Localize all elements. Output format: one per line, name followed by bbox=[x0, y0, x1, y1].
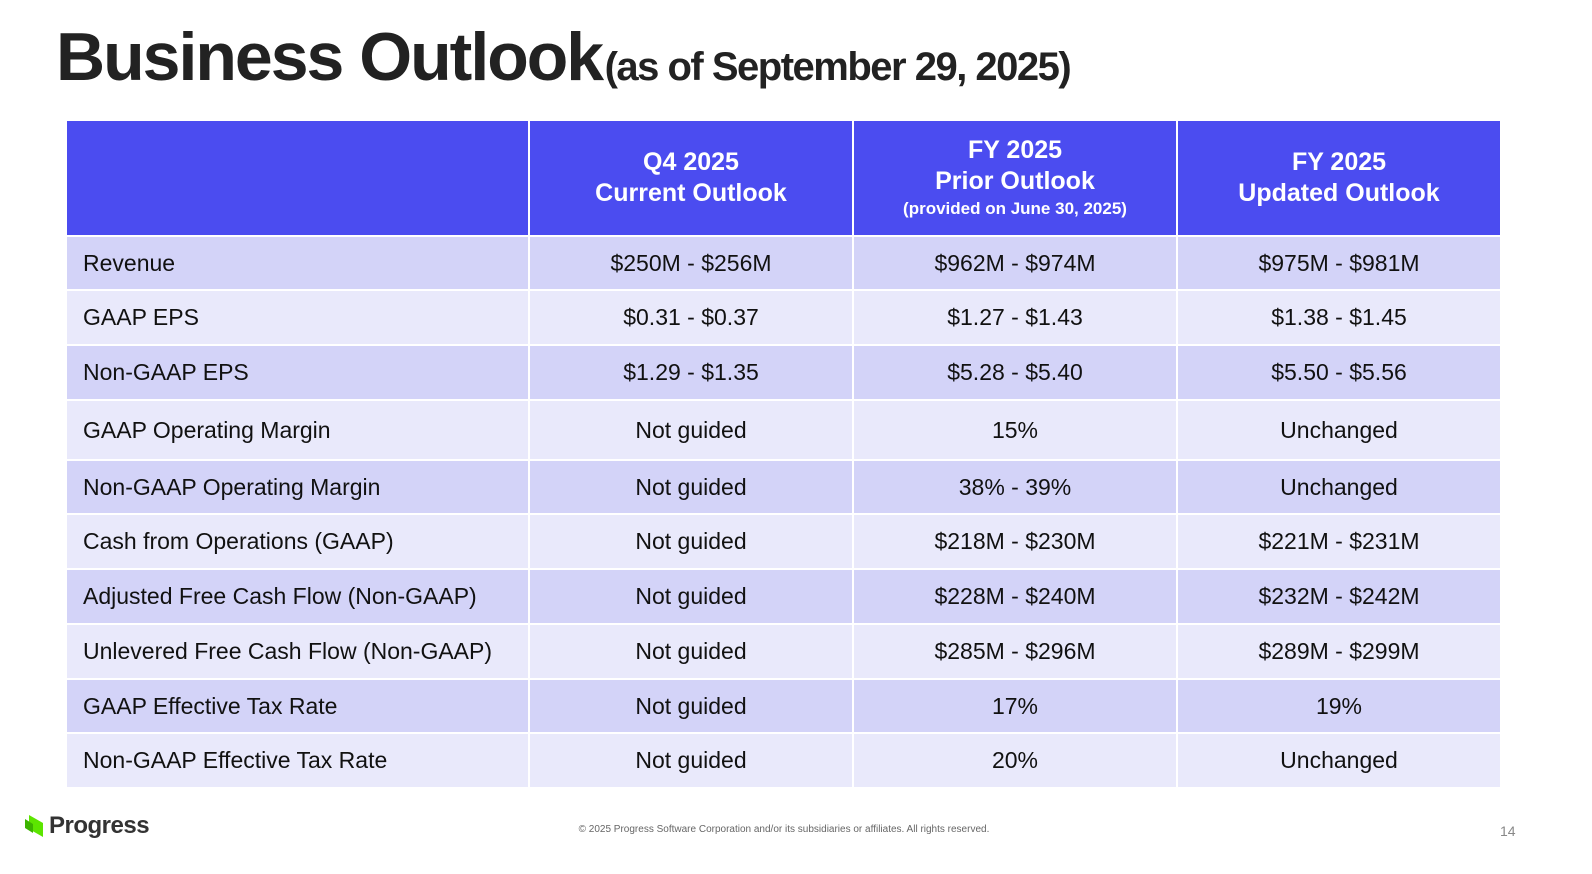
cell: $0.31 - $0.37 bbox=[530, 291, 852, 344]
table-row: Non-GAAP Effective Tax Rate Not guided 20%… bbox=[67, 734, 1500, 787]
outlook-table: Q4 2025 Current Outlook FY 2025 Prior Outlo… bbox=[65, 119, 1502, 789]
cell: $975M - $981M bbox=[1178, 237, 1500, 289]
row-label: Non-GAAP Effective Tax Rate bbox=[67, 734, 528, 787]
cell: 38% - 39% bbox=[854, 461, 1176, 513]
cell: 20% bbox=[854, 734, 1176, 787]
column-header bbox=[67, 121, 528, 235]
table-row: Non-GAAP Operating Margin Not guided 38% -… bbox=[67, 461, 1500, 513]
table-row: Revenue $250M - $256M $962M - $974M $975M -… bbox=[67, 237, 1500, 289]
cell: $250M - $256M bbox=[530, 237, 852, 289]
header-line: Prior Outlook bbox=[935, 167, 1095, 195]
cell: 17% bbox=[854, 680, 1176, 732]
cell: Not guided bbox=[530, 570, 852, 623]
column-header: FY 2025 Updated Outlook bbox=[1178, 121, 1500, 235]
row-label: Non-GAAP Operating Margin bbox=[67, 461, 528, 513]
row-label: GAAP Effective Tax Rate bbox=[67, 680, 528, 732]
cell: 15% bbox=[854, 401, 1176, 459]
cell: $285M - $296M bbox=[854, 625, 1176, 678]
cell: 19% bbox=[1178, 680, 1500, 732]
cell: Not guided bbox=[530, 401, 852, 459]
cell: $5.50 - $5.56 bbox=[1178, 346, 1500, 399]
table-row: Cash from Operations (GAAP) Not guided $21… bbox=[67, 515, 1500, 568]
cell: $962M - $974M bbox=[854, 237, 1176, 289]
cell: $1.29 - $1.35 bbox=[530, 346, 852, 399]
row-label: Cash from Operations (GAAP) bbox=[67, 515, 528, 568]
table-row: GAAP Effective Tax Rate Not guided 17% 19% bbox=[67, 680, 1500, 732]
cell: $232M - $242M bbox=[1178, 570, 1500, 623]
logo-icon bbox=[25, 815, 43, 837]
cell: Unchanged bbox=[1178, 401, 1500, 459]
cell: Unchanged bbox=[1178, 734, 1500, 787]
column-header: Q4 2025 Current Outlook bbox=[530, 121, 852, 235]
cell: Not guided bbox=[530, 461, 852, 513]
row-label: Non-GAAP EPS bbox=[67, 346, 528, 399]
row-label: Revenue bbox=[67, 237, 528, 289]
row-label: Unlevered Free Cash Flow (Non-GAAP) bbox=[67, 625, 528, 678]
table-row: Adjusted Free Cash Flow (Non-GAAP) Not gu… bbox=[67, 570, 1500, 623]
title-block: Business Outlook (as of September 29, 20… bbox=[56, 18, 1072, 96]
row-label: Adjusted Free Cash Flow (Non-GAAP) bbox=[67, 570, 528, 623]
cell: Not guided bbox=[530, 734, 852, 787]
cell: $5.28 - $5.40 bbox=[854, 346, 1176, 399]
cell: $218M - $230M bbox=[854, 515, 1176, 568]
page-number: 14 bbox=[1500, 823, 1516, 839]
copyright: © 2025 Progress Software Corporation and… bbox=[578, 824, 990, 835]
table-row: GAAP Operating Margin Not guided 15% Unchan… bbox=[67, 401, 1500, 459]
row-label: GAAP EPS bbox=[67, 291, 528, 344]
header-line: Q4 2025 bbox=[643, 148, 739, 176]
header-line: (provided on June 30, 2025) bbox=[903, 199, 1127, 218]
logo: Progress bbox=[25, 812, 150, 840]
cell: $228M - $240M bbox=[854, 570, 1176, 623]
row-label: GAAP Operating Margin bbox=[67, 401, 528, 459]
cell: $1.27 - $1.43 bbox=[854, 291, 1176, 344]
cell: $221M - $231M bbox=[1178, 515, 1500, 568]
header-line: Current Outlook bbox=[595, 179, 787, 207]
header-line: FY 2025 bbox=[967, 136, 1063, 164]
header-line: Updated Outlook bbox=[1238, 179, 1440, 207]
cell: $1.38 - $1.45 bbox=[1178, 291, 1500, 344]
column-header: FY 2025 Prior Outlook (provided on June 30… bbox=[854, 121, 1176, 235]
cell: Unchanged bbox=[1178, 461, 1500, 513]
title: Business Outlook bbox=[56, 19, 604, 95]
table-row: Unlevered Free Cash Flow (Non-GAAP) Not g… bbox=[67, 625, 1500, 678]
header-line: FY 2025 bbox=[1291, 148, 1387, 176]
cell: Not guided bbox=[530, 625, 852, 678]
logo-text: Progress bbox=[49, 812, 150, 839]
subtitle: (as of September 29, 2025) bbox=[604, 45, 1072, 89]
cell: $289M - $299M bbox=[1178, 625, 1500, 678]
cell: Not guided bbox=[530, 680, 852, 732]
table-row: Non-GAAP EPS $1.29 - $1.35 $5.28 - $5.40 $5… bbox=[67, 346, 1500, 399]
cell: Not guided bbox=[530, 515, 852, 568]
table-row: GAAP EPS $0.31 - $0.37 $1.27 - $1.43 $1.38 … bbox=[67, 291, 1500, 344]
